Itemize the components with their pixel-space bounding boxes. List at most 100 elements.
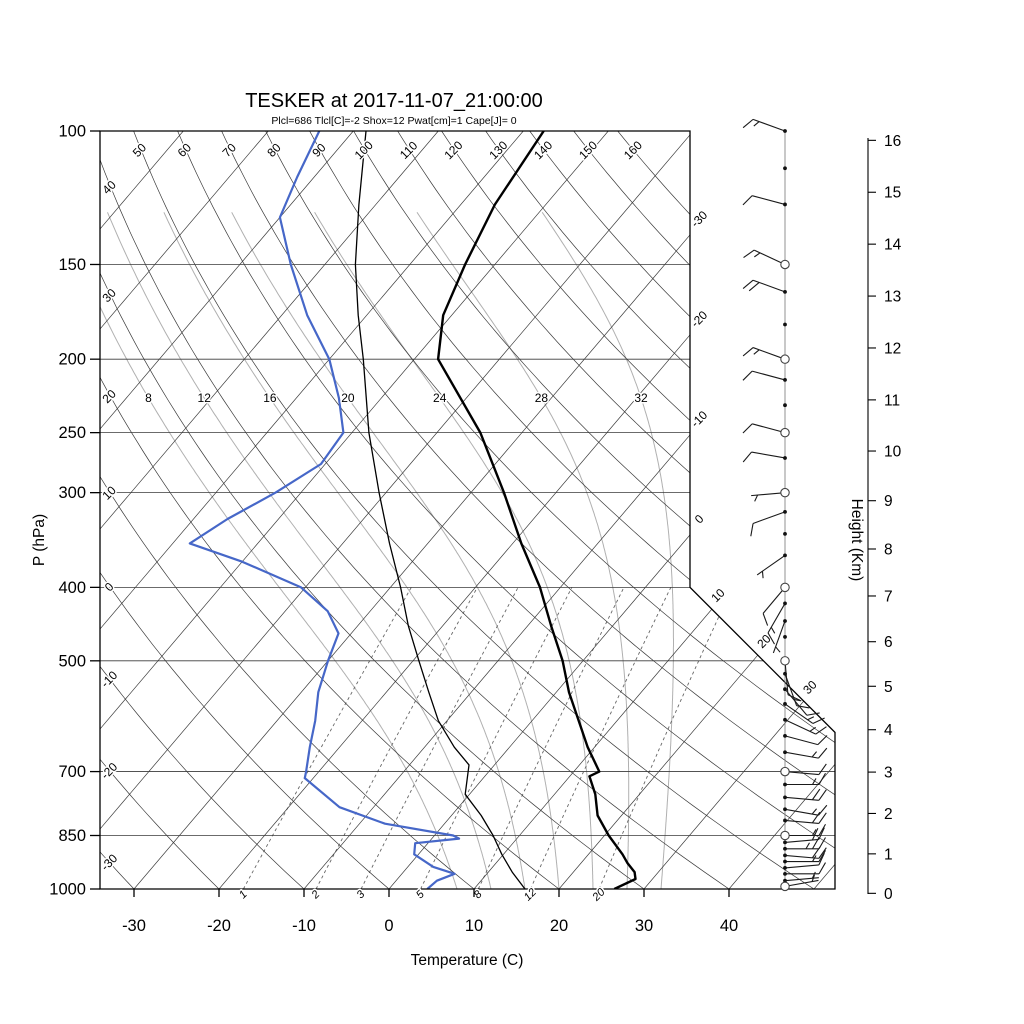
dry-adiabat-line — [485, 131, 835, 889]
wind-barb-staff — [752, 279, 786, 293]
height-tick-label: 5 — [884, 679, 893, 696]
height-tick-label: 10 — [884, 444, 902, 461]
isotherm-line — [558, 131, 835, 889]
wind-barb-feather — [811, 788, 821, 801]
wind-barb-staff — [784, 808, 819, 816]
wind-level-circle — [780, 427, 790, 438]
wind-barb-feather — [767, 632, 775, 645]
wind-barb-staff — [784, 719, 817, 735]
wind-level-dot — [783, 322, 787, 327]
dry-adiabat-label-top: 120 — [441, 138, 465, 162]
wind-level-dot — [783, 635, 787, 639]
pressure-tick-label: 500 — [58, 652, 86, 670]
wind-barb-feather — [811, 846, 821, 859]
pressure-tick-label: 250 — [58, 424, 86, 442]
moist-adiabat-line — [314, 212, 594, 889]
wind-barb-feather — [750, 523, 754, 537]
mixing-ratio-line — [243, 587, 412, 889]
wind-barb-feather — [818, 862, 826, 875]
wind-barb-staff — [784, 735, 818, 746]
dry-adiabat-line — [309, 131, 835, 889]
wind-barb-feather — [815, 726, 827, 735]
wind-barb-feather — [818, 827, 825, 840]
wind-barb-half-feather — [753, 349, 760, 355]
x-axis-title: Temperature (C) — [411, 952, 524, 969]
wind-barb-half-feather — [809, 726, 816, 732]
wind-barb-staff — [784, 879, 819, 887]
wind-level-circle — [780, 487, 790, 498]
isotherm-label-diagonal: 30 — [800, 677, 820, 697]
chart-subtitle: Plcl=686 Tlcl[C]=-2 Shox=12 Pwat[cm]=1 C… — [271, 115, 516, 127]
wind-barb-feather — [742, 347, 754, 357]
parcel-curve — [354, 131, 526, 889]
isotherm-line — [100, 131, 439, 889]
mixing-ratio-label: 2 — [309, 888, 323, 902]
dry-adiabat-line — [100, 131, 390, 889]
pressure-tick-label: 300 — [58, 484, 86, 502]
wind-barb-feather — [817, 735, 828, 746]
isotherm-label-right: -20 — [688, 308, 710, 330]
wind-barb-feather — [743, 249, 755, 259]
wind-level-dot — [783, 782, 787, 787]
isotherm-line — [100, 131, 524, 889]
wind-level-dot — [783, 202, 787, 207]
sounding-curves — [188, 131, 637, 889]
isotherm-line — [643, 131, 835, 889]
temperature-tick-label: 0 — [384, 917, 393, 935]
dry-adiabat-label-left: 0 — [102, 579, 117, 594]
pressure-tick-label: 850 — [58, 827, 86, 845]
wind-barb-half-feather — [761, 571, 764, 579]
dry-adiabat-label-left: -10 — [98, 668, 120, 690]
wind-barb-column — [742, 118, 828, 892]
height-tick-label: 2 — [884, 806, 893, 823]
isotherm-line — [133, 131, 779, 889]
wind-barb-feather — [811, 827, 819, 841]
temperature-tick-label: -20 — [207, 917, 231, 935]
wind-level-dot — [783, 619, 787, 623]
dry-adiabat-label-top: 70 — [220, 140, 240, 160]
pressure-tick-label: 400 — [58, 579, 86, 597]
wind-level-dot — [783, 795, 787, 800]
height-tick-label: 11 — [884, 392, 900, 409]
wind-barb-half-feather — [812, 855, 817, 862]
height-tick-label: 14 — [884, 237, 902, 254]
y-axis-left-title: P (hPa) — [31, 514, 48, 566]
wind-barb-half-feather — [754, 494, 759, 502]
wind-barb-staff — [752, 370, 786, 381]
mixing-ratio-label: 5 — [414, 888, 427, 901]
height-tick-label: 3 — [884, 765, 893, 782]
wind-level-dot — [783, 750, 787, 755]
wind-level-dot — [783, 859, 787, 864]
wind-level-dot — [783, 456, 787, 460]
wind-barb-half-feather — [753, 121, 760, 127]
moist-adiabat-label: 16 — [263, 391, 277, 405]
moist-adiabat-line — [541, 212, 674, 889]
dry-adiabat-line — [100, 131, 305, 889]
wind-barb-feather — [818, 837, 826, 850]
dry-adiabat-line — [265, 131, 835, 889]
wind-level-dot — [783, 671, 787, 676]
wind-barb-feather — [818, 852, 825, 866]
wind-level-dot — [783, 878, 787, 883]
pressure-tick-label: 150 — [58, 256, 86, 274]
pressure-tick-label: 1000 — [49, 881, 86, 899]
pressure-tick-label: 200 — [58, 351, 86, 369]
wind-level-dot — [783, 846, 787, 851]
isotherm-line — [100, 131, 694, 889]
wind-barb-half-feather — [807, 716, 815, 721]
wind-barb-staff — [756, 554, 786, 576]
wind-level-dot — [783, 702, 787, 706]
wind-level-dot — [783, 818, 787, 823]
temperature-tick-label: 10 — [465, 917, 483, 935]
wind-barb-feather — [742, 118, 754, 129]
wind-level-circle — [780, 881, 790, 892]
dry-adiabat-line — [353, 131, 835, 889]
dry-adiabat-line — [529, 131, 835, 889]
dry-adiabat-label-left: 10 — [99, 483, 119, 503]
height-tick-label: 4 — [884, 722, 893, 739]
isotherm-line — [100, 131, 184, 889]
dry-adiabat-line — [573, 131, 835, 889]
wind-barb-half-feather — [770, 626, 776, 634]
wind-barb-staff — [752, 423, 786, 434]
